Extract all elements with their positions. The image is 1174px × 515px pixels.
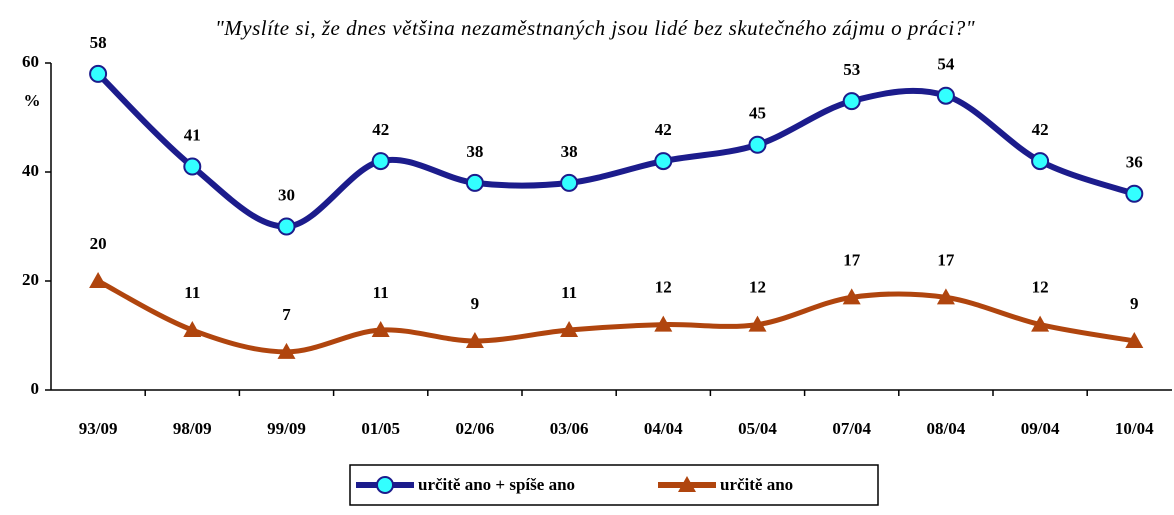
- data-point: [936, 86, 955, 105]
- data-point: [1031, 152, 1050, 171]
- data-label: 30: [278, 185, 295, 204]
- data-label: 11: [184, 283, 200, 302]
- data-label: 58: [90, 33, 107, 52]
- data-label: 20: [90, 234, 107, 253]
- data-point: [277, 342, 296, 359]
- legend-label: určitě ano + spíše ano: [418, 475, 575, 494]
- data-label: 11: [561, 283, 577, 302]
- data-point: [277, 217, 296, 236]
- data-label: 9: [1130, 294, 1139, 313]
- data-label: 9: [471, 294, 480, 313]
- y-tick-label: 60: [22, 52, 39, 71]
- data-label: 42: [1032, 120, 1049, 139]
- data-point: [654, 315, 673, 332]
- chart-title: "Myslíte si, že dnes většina nezaměstnan…: [214, 16, 976, 40]
- data-point: [1125, 184, 1144, 203]
- x-tick-label: 10/04: [1115, 419, 1154, 438]
- data-label: 42: [372, 120, 389, 139]
- legend-label: určitě ano: [720, 475, 793, 494]
- data-point: [936, 288, 955, 305]
- data-label: 54: [937, 55, 955, 74]
- data-label: 36: [1126, 153, 1143, 172]
- series-line: [96, 278, 1135, 355]
- data-label: 17: [843, 250, 861, 269]
- legend-marker: [376, 476, 394, 494]
- data-point: [560, 173, 579, 192]
- data-label: 38: [466, 142, 483, 161]
- y-tick-label: 20: [22, 270, 39, 289]
- data-point: [842, 288, 861, 305]
- data-point: [371, 152, 390, 171]
- data-point: [465, 331, 484, 348]
- y-tick-label: 40: [22, 161, 39, 180]
- data-label: 11: [373, 283, 389, 302]
- data-point: [465, 173, 484, 192]
- x-tick-label: 07/04: [832, 419, 871, 438]
- data-label: 41: [184, 125, 201, 144]
- data-label: 42: [655, 120, 672, 139]
- x-tick-label: 03/06: [550, 419, 589, 438]
- data-label: 45: [749, 104, 766, 123]
- data-point: [1031, 315, 1050, 332]
- data-point: [560, 321, 579, 338]
- x-tick-label: 05/04: [738, 419, 777, 438]
- data-point: [748, 135, 767, 154]
- data-label: 7: [282, 305, 291, 324]
- x-tick-label: 01/05: [361, 419, 400, 438]
- data-point: [748, 315, 767, 332]
- legend-box: [349, 464, 879, 506]
- x-tick-label: 02/06: [456, 419, 495, 438]
- x-tick-label: 04/04: [644, 419, 683, 438]
- x-tick-label: 99/09: [267, 419, 306, 438]
- data-point: [371, 321, 390, 338]
- data-label: 38: [561, 142, 578, 161]
- data-point: [183, 321, 202, 338]
- data-point: [654, 152, 673, 171]
- x-tick-label: 08/04: [927, 419, 966, 438]
- y-tick-label: 0: [31, 379, 40, 398]
- data-label: 53: [843, 60, 860, 79]
- data-point: [842, 92, 861, 111]
- x-tick-label: 93/09: [79, 419, 118, 438]
- data-point: [89, 64, 108, 83]
- data-label: 12: [1032, 278, 1049, 297]
- data-point: [1125, 331, 1144, 348]
- series-line: [95, 71, 1136, 230]
- y-axis-label: %: [24, 91, 41, 110]
- data-point: [89, 272, 108, 288]
- data-label: 12: [655, 278, 672, 297]
- data-point: [183, 157, 202, 176]
- x-tick-label: 98/09: [173, 419, 212, 438]
- data-label: 12: [749, 278, 766, 297]
- data-label: 17: [937, 250, 955, 269]
- legend-marker: [678, 476, 696, 492]
- x-tick-label: 09/04: [1021, 419, 1060, 438]
